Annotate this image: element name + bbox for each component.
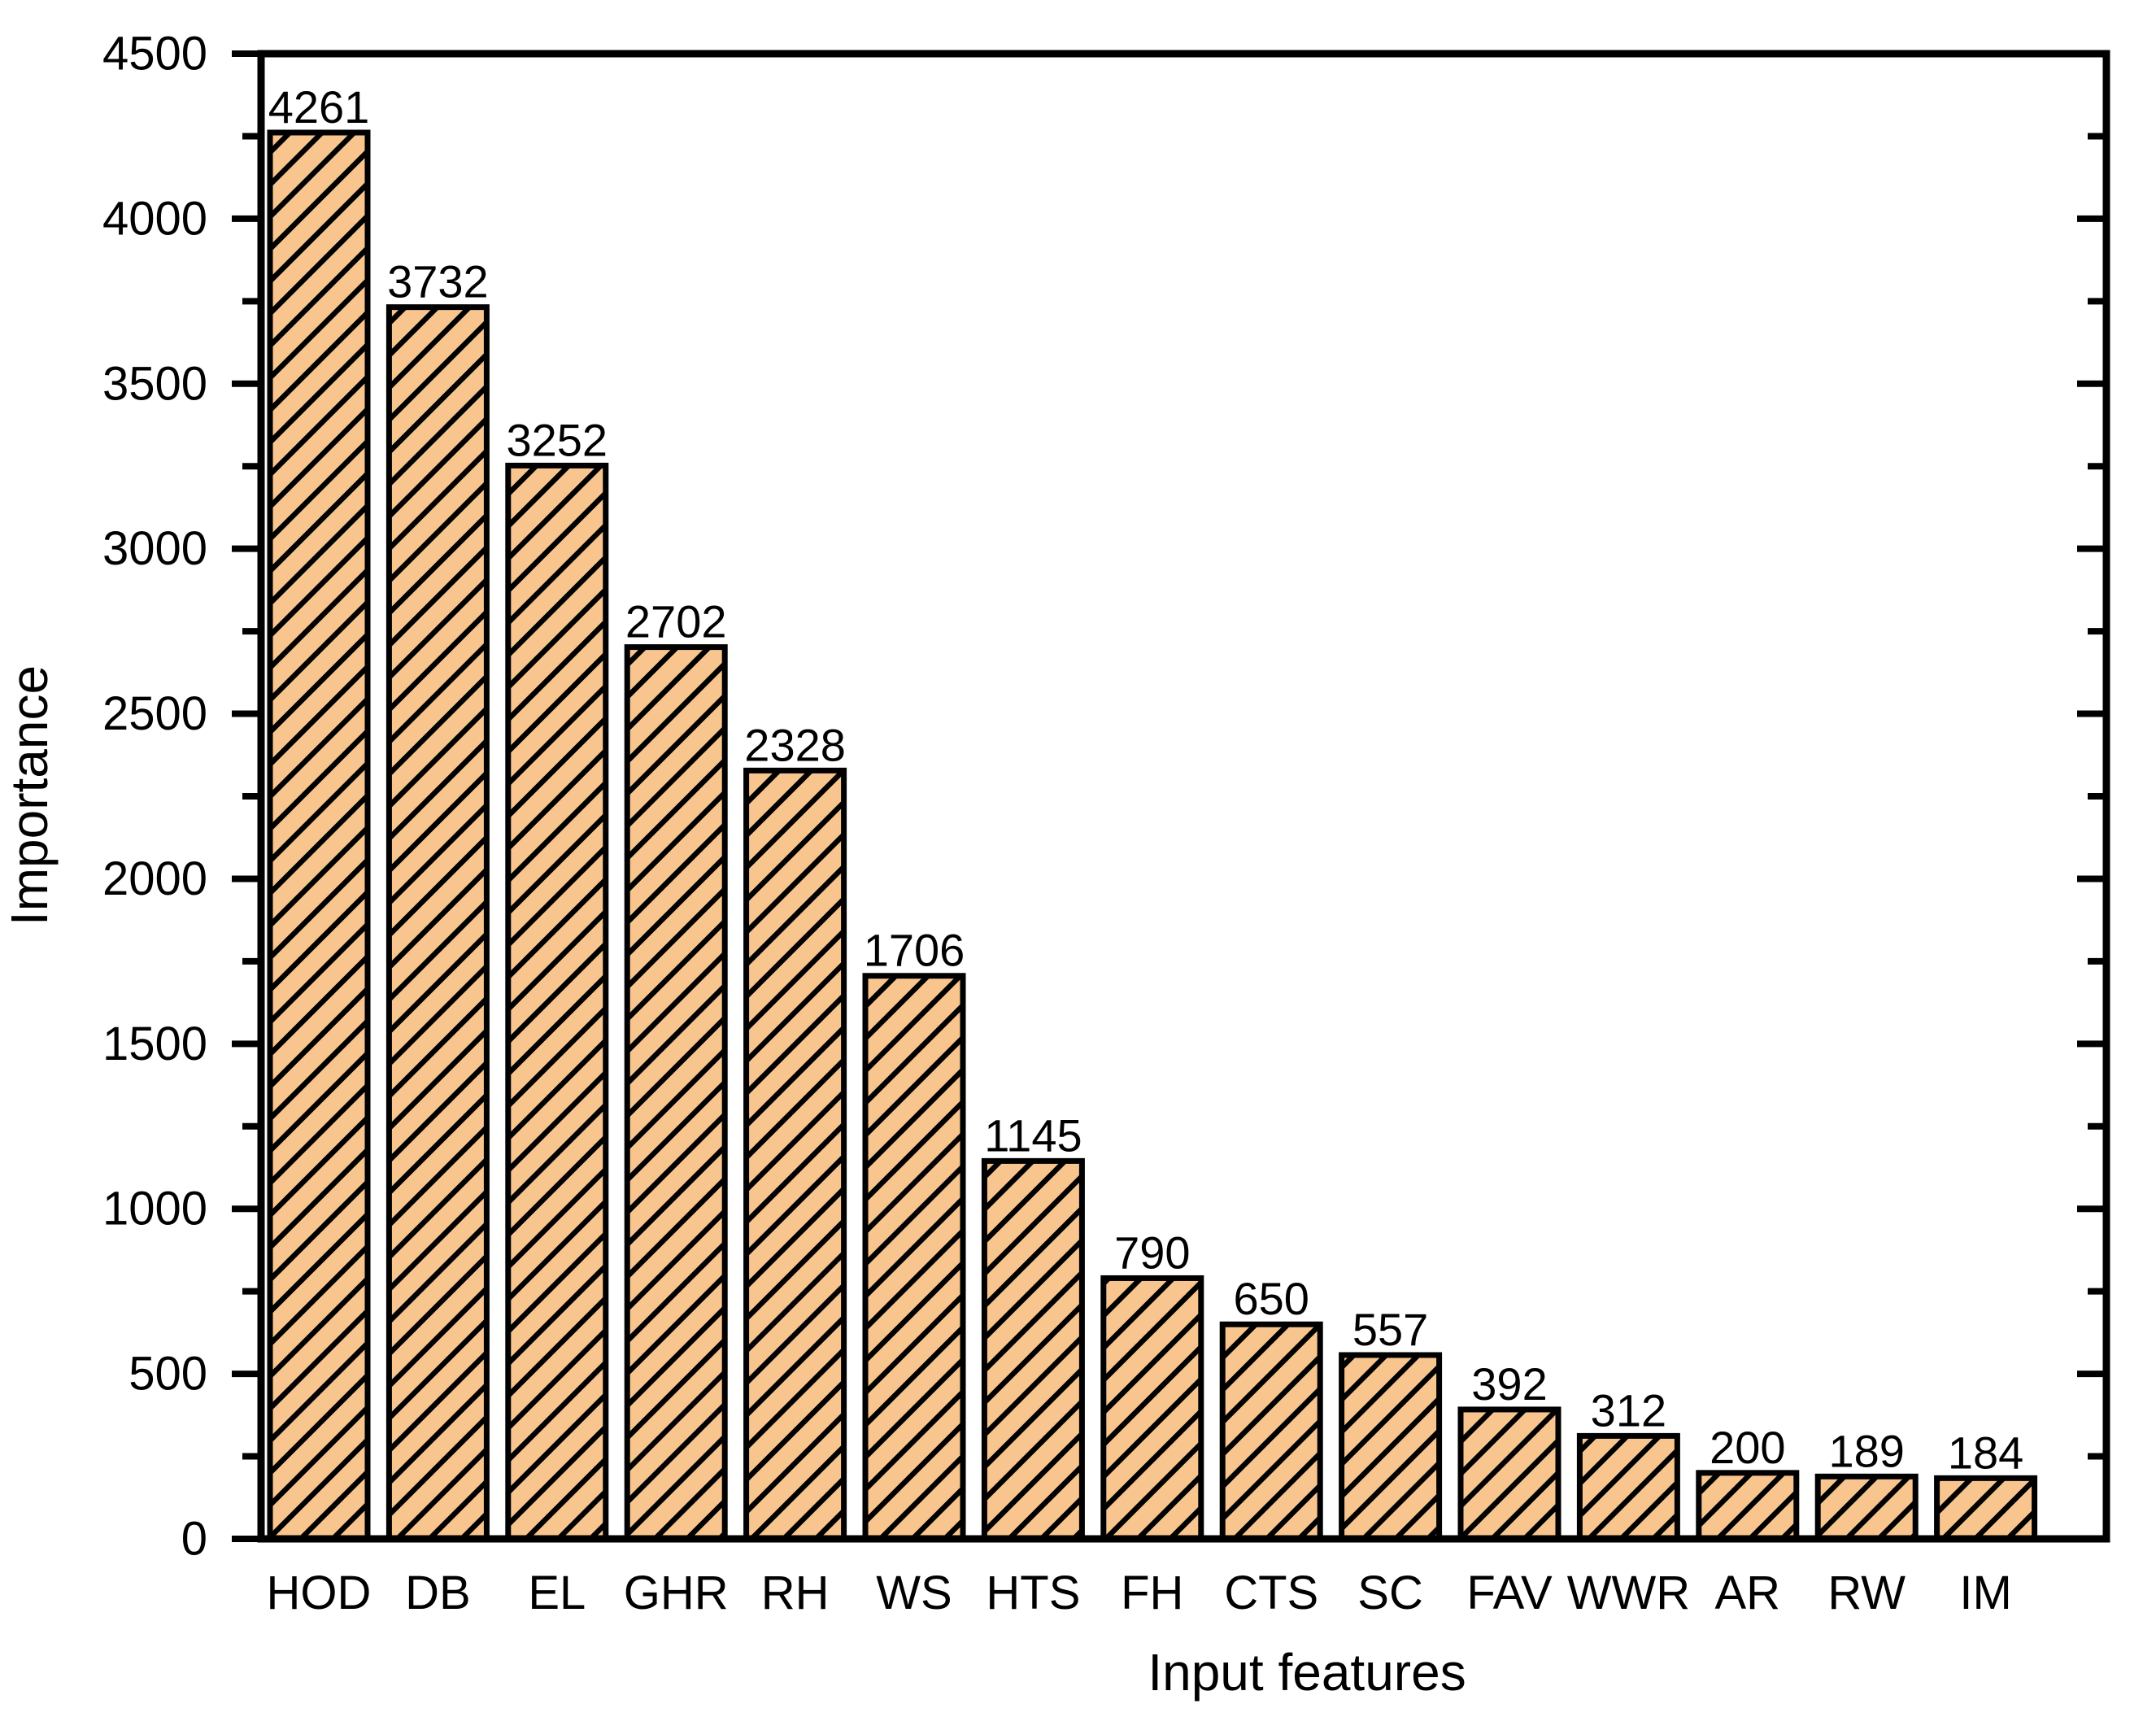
bar-value-label: 3252 — [507, 414, 608, 465]
bar-value-label: 312 — [1591, 1384, 1666, 1436]
bar — [1814, 1473, 1919, 1542]
category-label: RW — [1827, 1567, 1906, 1619]
category-label: FAV — [1466, 1567, 1553, 1619]
bar-value-label: 4261 — [268, 81, 370, 133]
y-tick-labels-group: 0 500 1000 1500 2000 2500 3000 3500 4000 4500 — [102, 28, 207, 1566]
category-label: DB — [405, 1567, 471, 1619]
axis-ticks-group — [232, 50, 2106, 1542]
category-label: CTS — [1224, 1567, 1318, 1619]
bar-value-label: 790 — [1114, 1227, 1190, 1278]
category-label: FH — [1121, 1567, 1183, 1619]
category-label: WWR — [1567, 1567, 1690, 1619]
y-tick-label: 4500 — [102, 28, 207, 81]
bar — [624, 644, 728, 1542]
bar-value-label: 2328 — [744, 719, 846, 770]
y-tick-label: 0 — [181, 1513, 207, 1566]
bar — [862, 973, 966, 1542]
bar-value-label: 1145 — [984, 1109, 1082, 1161]
bar-value-label: 392 — [1471, 1358, 1547, 1410]
y-axis-title: Importance — [0, 665, 59, 926]
bar — [1934, 1475, 2038, 1542]
y-tick-label: 1000 — [102, 1183, 207, 1235]
bar — [267, 129, 371, 1542]
category-labels-group: HOD DB EL GHR RH WS HTS FH CTS SC FAV WWR AR RW IM — [267, 1567, 2012, 1619]
bar-value-label: 2702 — [625, 596, 727, 647]
x-axis-title: Input features — [1148, 1643, 1466, 1702]
bar-value-label: 1706 — [864, 925, 965, 976]
y-tick-label: 2000 — [102, 852, 207, 905]
category-label: SC — [1357, 1567, 1423, 1619]
y-tick-label: 1500 — [102, 1018, 207, 1070]
bar-value-label: 184 — [1948, 1427, 2023, 1478]
y-tick-label: 500 — [128, 1348, 207, 1401]
bar-value-label: 3732 — [387, 256, 489, 307]
bar — [1100, 1275, 1204, 1542]
category-label: HTS — [986, 1567, 1080, 1619]
bar — [1576, 1432, 1680, 1542]
y-tick-label: 3000 — [102, 522, 207, 575]
bar — [1219, 1321, 1323, 1542]
bar — [385, 304, 490, 1542]
bar — [981, 1157, 1085, 1542]
category-label: IM — [1959, 1567, 2011, 1619]
category-label: GHR — [624, 1567, 729, 1619]
bar-value-labels-group: 4261 3732 3252 2702 2328 1706 1145 790 650 557 392… — [268, 81, 2024, 1478]
bar — [1696, 1470, 1800, 1542]
category-label: RH — [761, 1567, 830, 1619]
category-label: WS — [876, 1567, 952, 1619]
y-tick-label: 3500 — [102, 357, 207, 410]
bars-group — [267, 129, 2038, 1542]
bar-value-label: 557 — [1352, 1304, 1428, 1355]
bar-value-label: 200 — [1710, 1422, 1785, 1473]
category-label: AR — [1715, 1567, 1781, 1619]
bar — [1457, 1406, 1561, 1542]
bar — [1339, 1352, 1443, 1542]
bar — [505, 462, 609, 1542]
y-tick-label: 4000 — [102, 192, 207, 245]
category-label: EL — [528, 1567, 586, 1619]
bar-value-label: 189 — [1828, 1425, 1904, 1476]
category-label: HOD — [267, 1567, 372, 1619]
bar — [743, 767, 847, 1542]
y-tick-label: 2500 — [102, 687, 207, 740]
bar-value-label: 650 — [1233, 1273, 1309, 1324]
